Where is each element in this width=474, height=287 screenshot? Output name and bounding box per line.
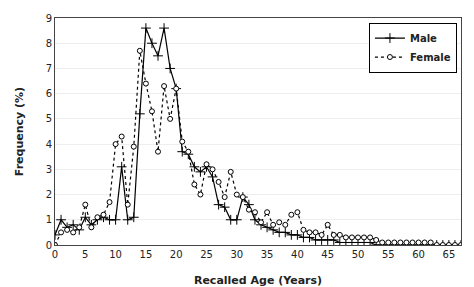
svg-text:1: 1 <box>46 214 52 225</box>
svg-text:0: 0 <box>46 240 52 251</box>
svg-text:0: 0 <box>52 249 58 260</box>
svg-text:Male: Male <box>410 33 437 44</box>
svg-text:6: 6 <box>46 88 52 99</box>
svg-text:50: 50 <box>352 249 365 260</box>
svg-text:Female: Female <box>410 52 451 63</box>
svg-text:25: 25 <box>200 249 213 260</box>
svg-text:5: 5 <box>46 113 52 124</box>
svg-text:20: 20 <box>170 249 183 260</box>
svg-text:15: 15 <box>140 249 153 260</box>
svg-text:4: 4 <box>46 139 52 150</box>
svg-text:35: 35 <box>261 249 274 260</box>
svg-text:Recalled Age (Years): Recalled Age (Years) <box>194 274 322 287</box>
svg-text:65: 65 <box>443 249 456 260</box>
svg-text:7: 7 <box>46 63 52 74</box>
svg-text:9: 9 <box>46 13 52 24</box>
svg-text:45: 45 <box>321 249 334 260</box>
svg-text:40: 40 <box>291 249 304 260</box>
svg-text:5: 5 <box>82 249 88 260</box>
svg-text:8: 8 <box>46 38 52 49</box>
svg-text:30: 30 <box>230 249 243 260</box>
svg-text:55: 55 <box>382 249 395 260</box>
svg-text:2: 2 <box>46 189 52 200</box>
svg-text:Frequency (%): Frequency (%) <box>13 87 26 176</box>
svg-text:60: 60 <box>412 249 425 260</box>
svg-text:3: 3 <box>46 164 52 175</box>
svg-text:10: 10 <box>109 249 122 260</box>
